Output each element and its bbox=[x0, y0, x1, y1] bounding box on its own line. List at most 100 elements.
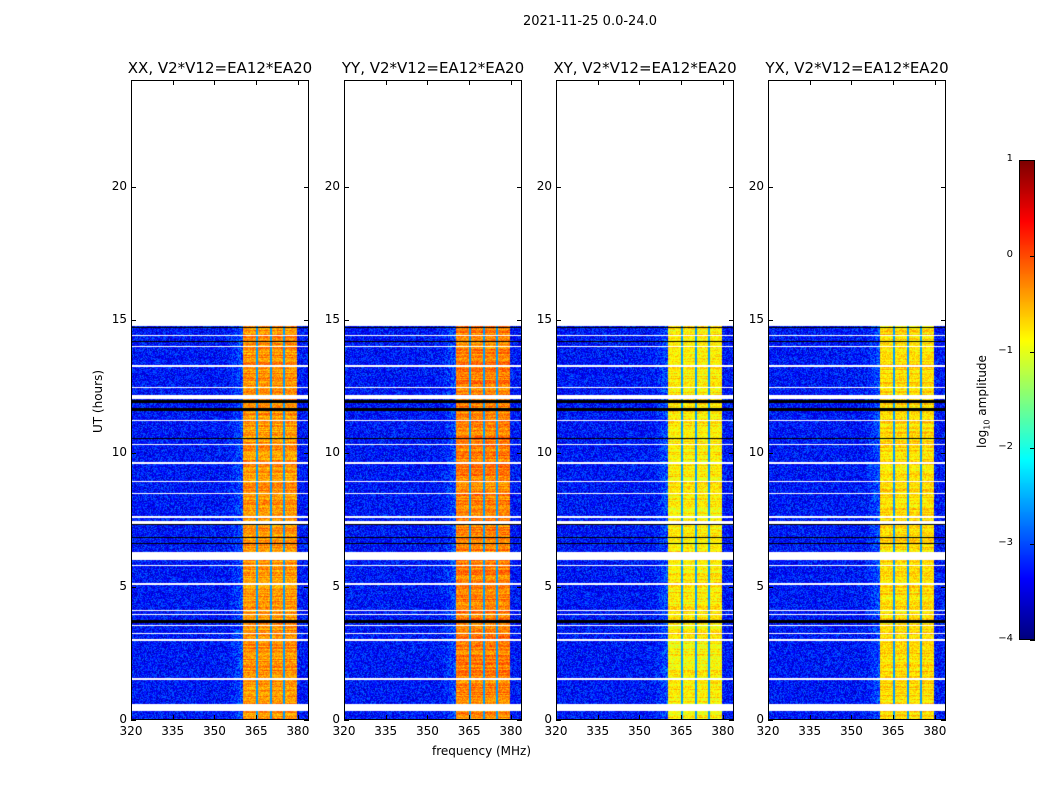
x-tick-mark bbox=[427, 715, 429, 720]
x-tick-label: 380 bbox=[711, 724, 735, 738]
x-tick-label: 380 bbox=[923, 724, 947, 738]
y-tick-label: 10 bbox=[536, 445, 552, 460]
heatmap-image-2 bbox=[557, 81, 733, 719]
heatmap-panel-0 bbox=[131, 80, 309, 720]
y-tick-label: 15 bbox=[324, 312, 340, 326]
x-tick-mark-top bbox=[681, 80, 683, 85]
heatmap-image-0 bbox=[132, 81, 308, 719]
y-tick-mark bbox=[768, 586, 773, 588]
x-tick-label: 350 bbox=[415, 724, 439, 738]
colorbar-tick-label: −3 bbox=[998, 537, 1013, 548]
x-tick-mark bbox=[385, 715, 387, 720]
y-tick-mark bbox=[131, 453, 136, 455]
y-tick-mark bbox=[556, 586, 561, 588]
figure-suptitle: 2021-11-25 0.0-24.0 bbox=[523, 14, 657, 29]
x-tick-label: 335 bbox=[586, 724, 610, 738]
x-tick-mark-top bbox=[851, 80, 853, 85]
colorbar-label: log10 amplitude bbox=[975, 355, 992, 448]
y-tick-label: 20 bbox=[324, 178, 340, 193]
x-tick-mark-top bbox=[214, 80, 216, 85]
y-tick-label: 5 bbox=[119, 578, 127, 593]
x-tick-mark bbox=[214, 715, 216, 720]
x-tick-mark-top bbox=[510, 80, 512, 85]
x-tick-mark-top bbox=[469, 80, 471, 85]
x-tick-label: 365 bbox=[244, 724, 268, 738]
y-tick-mark-right bbox=[304, 586, 309, 588]
x-tick-mark bbox=[256, 715, 258, 720]
y-tick-mark-right bbox=[304, 320, 309, 321]
y-tick-label: 0 bbox=[332, 712, 340, 726]
x-tick-mark-top bbox=[768, 80, 769, 85]
colorbar bbox=[1019, 160, 1035, 640]
x-tick-label: 320 bbox=[756, 724, 780, 738]
y-tick-label: 0 bbox=[544, 712, 552, 726]
y-tick-mark-right bbox=[304, 720, 309, 721]
y-tick-mark bbox=[556, 453, 561, 455]
x-tick-mark bbox=[510, 715, 512, 720]
x-tick-label: 335 bbox=[798, 724, 822, 738]
y-tick-mark-right bbox=[941, 320, 946, 321]
y-tick-label: 20 bbox=[536, 178, 552, 193]
y-tick-mark-right bbox=[729, 586, 734, 588]
y-tick-mark-right bbox=[304, 186, 309, 188]
x-tick-mark-top bbox=[172, 80, 174, 85]
y-tick-mark-right bbox=[941, 186, 946, 188]
x-tick-mark bbox=[297, 715, 299, 720]
colorbar-tick-mark bbox=[1030, 640, 1035, 641]
y-tick-mark-right bbox=[729, 186, 734, 188]
x-tick-label: 365 bbox=[881, 724, 905, 738]
y-tick-mark bbox=[344, 453, 349, 455]
y-tick-mark bbox=[131, 720, 136, 721]
y-tick-mark bbox=[344, 320, 349, 321]
x-tick-mark-top bbox=[344, 80, 345, 85]
colorbar-tick-mark bbox=[1030, 544, 1035, 545]
heatmap-panel-3 bbox=[768, 80, 946, 720]
x-tick-mark bbox=[681, 715, 683, 720]
y-tick-mark bbox=[344, 186, 349, 188]
y-tick-mark-right bbox=[729, 320, 734, 321]
x-tick-mark bbox=[597, 715, 599, 720]
y-tick-mark bbox=[131, 320, 136, 321]
y-tick-mark-right bbox=[729, 720, 734, 721]
y-tick-mark-right bbox=[941, 720, 946, 721]
x-tick-mark-top bbox=[427, 80, 429, 85]
y-tick-mark bbox=[344, 586, 349, 588]
y-tick-mark-right bbox=[517, 720, 522, 721]
x-tick-mark-top bbox=[722, 80, 724, 85]
heatmap-panel-2 bbox=[556, 80, 734, 720]
panel-title-3: YX, V2*V12=EA12*EA20 bbox=[765, 59, 949, 77]
colorbar-tick-label: −2 bbox=[998, 441, 1013, 452]
y-tick-mark-right bbox=[304, 453, 309, 455]
y-axis-label: UT (hours) bbox=[91, 369, 105, 433]
x-tick-mark-top bbox=[556, 80, 557, 85]
x-tick-mark bbox=[809, 715, 811, 720]
y-tick-label: 10 bbox=[324, 445, 340, 460]
y-tick-mark bbox=[556, 186, 561, 188]
colorbar-tick-label: −1 bbox=[998, 345, 1013, 356]
heatmap-image-1 bbox=[345, 81, 521, 719]
y-tick-mark-right bbox=[941, 586, 946, 588]
y-tick-label: 10 bbox=[111, 445, 127, 460]
colorbar-gradient bbox=[1020, 161, 1034, 639]
heatmap-panel-1 bbox=[344, 80, 522, 720]
x-tick-label: 320 bbox=[332, 724, 356, 738]
x-tick-mark-top bbox=[934, 80, 936, 85]
y-tick-mark-right bbox=[517, 186, 522, 188]
y-tick-label: 20 bbox=[111, 178, 127, 193]
x-tick-label: 320 bbox=[544, 724, 568, 738]
x-tick-mark-top bbox=[385, 80, 387, 85]
x-tick-mark bbox=[556, 715, 557, 720]
x-tick-mark-top bbox=[131, 80, 132, 85]
x-tick-mark-top bbox=[893, 80, 895, 85]
panel-title-2: XY, V2*V12=EA12*EA20 bbox=[553, 59, 737, 77]
colorbar-tick-mark bbox=[1030, 352, 1035, 353]
y-tick-label: 15 bbox=[536, 312, 552, 326]
y-tick-label: 15 bbox=[111, 312, 127, 326]
x-tick-mark bbox=[722, 715, 724, 720]
x-tick-mark bbox=[469, 715, 471, 720]
y-tick-label: 5 bbox=[544, 578, 552, 593]
x-axis-label: frequency (MHz) bbox=[432, 744, 532, 758]
y-tick-mark bbox=[768, 720, 773, 721]
x-tick-mark-top bbox=[809, 80, 811, 85]
